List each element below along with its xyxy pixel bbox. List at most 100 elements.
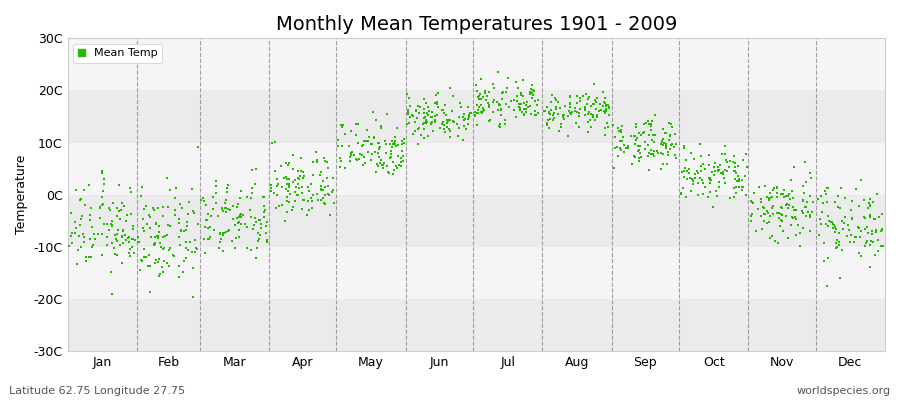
Point	[612, 128, 626, 134]
Point	[424, 109, 438, 115]
Point	[662, 146, 677, 152]
Point	[527, 108, 542, 114]
Point	[316, 178, 330, 185]
Point	[220, 206, 235, 212]
Point	[514, 90, 528, 97]
Point	[71, 246, 86, 253]
Point	[358, 138, 373, 145]
Point	[545, 112, 560, 118]
Point	[821, 185, 835, 192]
Point	[350, 157, 365, 163]
Point	[260, 218, 274, 225]
Point	[549, 104, 563, 110]
Point	[383, 154, 398, 161]
Point	[271, 180, 285, 187]
Point	[436, 126, 451, 132]
Point	[313, 169, 328, 175]
Point	[735, 157, 750, 164]
Point	[757, 218, 771, 224]
Point	[372, 145, 386, 151]
Point	[691, 192, 706, 198]
Point	[280, 180, 294, 187]
Point	[223, 207, 238, 213]
Point	[202, 224, 216, 231]
Point	[270, 191, 284, 198]
Point	[682, 170, 697, 176]
Point	[375, 162, 390, 168]
Point	[402, 120, 417, 126]
Point	[526, 87, 540, 94]
Point	[452, 114, 466, 120]
Point	[155, 264, 169, 270]
Point	[367, 134, 382, 140]
Point	[872, 214, 886, 221]
Point	[787, 207, 801, 214]
Point	[76, 239, 91, 246]
Point	[775, 205, 789, 212]
Point	[735, 186, 750, 193]
Point	[355, 143, 369, 149]
Point	[406, 113, 420, 119]
Point	[267, 139, 282, 146]
Point	[367, 135, 382, 141]
Point	[73, 222, 87, 228]
Point	[436, 106, 450, 113]
Point	[447, 119, 462, 125]
Point	[282, 184, 296, 190]
Point	[716, 168, 730, 175]
Point	[439, 116, 454, 123]
Point	[616, 149, 631, 155]
Y-axis label: Temperature: Temperature	[15, 155, 28, 234]
Point	[729, 184, 743, 190]
Point	[739, 151, 753, 157]
Point	[236, 212, 250, 218]
Point	[147, 207, 161, 213]
Point	[784, 177, 798, 184]
Point	[394, 158, 409, 165]
Point	[521, 104, 535, 110]
Point	[365, 141, 380, 148]
Point	[83, 236, 97, 242]
Point	[592, 101, 607, 108]
Point	[375, 165, 390, 171]
Point	[76, 234, 91, 240]
Point	[342, 143, 356, 149]
Point	[694, 168, 708, 175]
Point	[806, 199, 821, 205]
Point	[316, 187, 330, 193]
Point	[239, 224, 254, 230]
Point	[119, 237, 133, 243]
Point	[201, 217, 215, 223]
Point	[220, 228, 235, 234]
Point	[304, 198, 319, 204]
Point	[133, 193, 148, 200]
Point	[468, 113, 482, 120]
Point	[136, 225, 150, 232]
Point	[510, 97, 525, 104]
Point	[412, 103, 427, 110]
Point	[868, 215, 883, 222]
Point	[580, 110, 595, 117]
Point	[475, 94, 490, 100]
Point	[684, 188, 698, 195]
Point	[279, 208, 293, 215]
Point	[244, 247, 258, 254]
Point	[393, 155, 408, 162]
Point	[760, 194, 774, 200]
Point	[631, 158, 645, 164]
Point	[389, 163, 403, 169]
Point	[791, 222, 806, 229]
Point	[436, 119, 450, 126]
Point	[777, 187, 791, 193]
Point	[660, 160, 674, 167]
Point	[662, 146, 677, 152]
Point	[382, 169, 396, 176]
Point	[386, 158, 400, 165]
Point	[525, 82, 539, 88]
Point	[419, 117, 434, 123]
Point	[206, 194, 220, 201]
Point	[754, 199, 769, 206]
Point	[253, 232, 267, 238]
Point	[143, 262, 157, 269]
Point	[344, 152, 358, 159]
